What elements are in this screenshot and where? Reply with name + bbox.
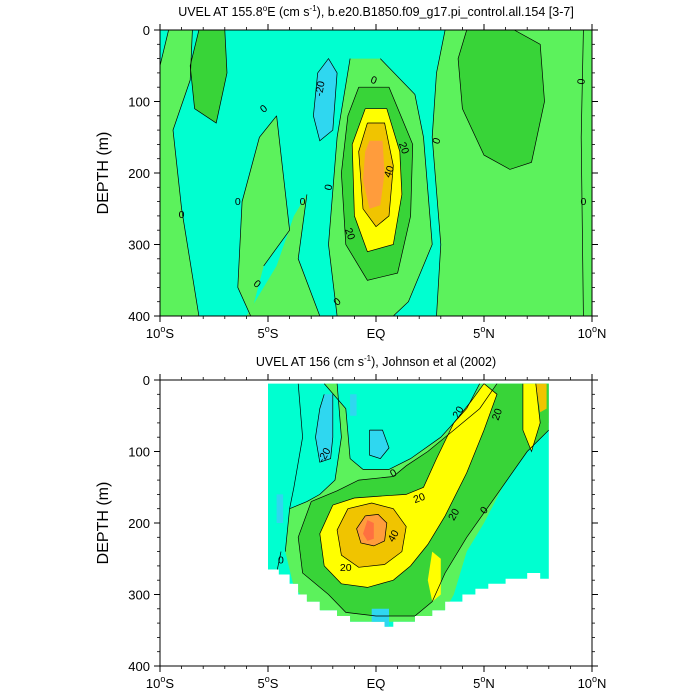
contour-fill-region: [246, 194, 320, 316]
contour-line: [160, 30, 169, 66]
contour-line: [431, 30, 446, 316]
contour-label: 20: [412, 491, 427, 506]
contour-label: 0: [575, 78, 587, 85]
contour-line: [313, 57, 338, 142]
x-tick-label: EQ: [367, 326, 386, 341]
contour-fill-region: [535, 383, 547, 413]
y-tick-label: 200: [128, 516, 150, 531]
contour-line: [323, 383, 481, 470]
contour-label: 0: [430, 136, 443, 146]
y-tick-label: 100: [128, 445, 150, 460]
x-tick-label: 5oS: [258, 324, 279, 341]
chart-title: UVEL AT 155.8oE (cm s-1), b.e20.B1850.f0…: [178, 4, 574, 19]
contour-label: 0: [300, 196, 306, 208]
contour-line: [237, 115, 277, 316]
contour-line: [315, 394, 334, 463]
x-tick-label: EQ: [367, 676, 386, 691]
contour-fill-region: [350, 394, 357, 416]
contour-label: 20: [396, 141, 411, 156]
contour-line: [297, 429, 549, 617]
contour-label: 0: [580, 196, 586, 208]
contour-fill-region: [190, 30, 227, 123]
y-tick-label: 400: [128, 309, 150, 324]
contour-fill-region: [363, 520, 374, 541]
contour-line: [356, 514, 388, 547]
contour-label: -20: [313, 80, 327, 97]
y-tick-label: 0: [143, 373, 150, 388]
contour-line: [319, 383, 498, 588]
y-tick-label: 300: [128, 588, 150, 603]
x-tick-label: 5oN: [473, 324, 495, 341]
contour-line: [341, 86, 414, 281]
contour-label: 20: [490, 407, 505, 422]
contour-line: [297, 194, 321, 316]
contour-label: 0: [235, 196, 241, 208]
y-tick-label: 200: [128, 166, 150, 181]
contour-fill-region: [369, 430, 389, 459]
contour-label: 20: [340, 562, 352, 574]
contour-label: 0: [388, 467, 399, 480]
contour-label: 0: [179, 209, 185, 221]
contour-line: [289, 383, 303, 509]
contour-line: [380, 58, 433, 316]
chart-title: UVEL AT 156 (cm s-1), Johnson et al (200…: [256, 354, 496, 369]
contour-label: 40: [382, 164, 397, 179]
x-tick-label: 5oS: [258, 674, 279, 691]
contour-line: [457, 30, 545, 170]
contour-line: [328, 58, 351, 316]
x-tick-label: 10oS: [146, 324, 174, 341]
contour-fill-region: [313, 58, 338, 141]
x-tick-label: 10oN: [578, 674, 607, 691]
x-tick-label: 10oN: [578, 324, 607, 341]
contour-fill-region: [458, 30, 545, 170]
contour-line: [522, 383, 541, 453]
contour-line: [311, 383, 498, 502]
contour-fill-region: [363, 140, 385, 209]
contour-line: [369, 429, 390, 460]
contour-line: [580, 30, 584, 316]
x-tick-label: 10oS: [146, 674, 174, 691]
contour-fill-region: [237, 115, 290, 316]
y-tick-label: 0: [143, 23, 150, 38]
contour-line: [351, 108, 403, 253]
contour-label: 20: [342, 226, 357, 241]
y-axis-label: DEPTH (m): [95, 132, 112, 215]
contour-line: [276, 551, 282, 574]
y-axis-label: DEPTH (m): [95, 482, 112, 565]
y-tick-label: 100: [128, 95, 150, 110]
contour-label: 20: [446, 506, 462, 522]
y-tick-label: 300: [128, 238, 150, 253]
contour-line: [332, 383, 485, 506]
x-tick-label: 5oN: [473, 674, 495, 691]
contour-line: [189, 30, 228, 124]
contour-fill-region: [522, 383, 541, 452]
contour-label: 0: [278, 555, 284, 567]
contour-fill-region: [315, 394, 333, 463]
contour-line: [358, 122, 394, 228]
contour-label: 20: [450, 404, 466, 420]
contour-line: [336, 502, 407, 568]
contour-fill-region: [160, 30, 199, 316]
contour-fill-region: [371, 608, 389, 627]
contour-line: [263, 115, 290, 267]
y-tick-label: 400: [128, 659, 150, 674]
contour-label: 0: [369, 74, 379, 87]
contour-fill-region: [276, 494, 284, 523]
contour-label: 40: [386, 528, 402, 544]
contour-label: 0: [323, 183, 336, 191]
